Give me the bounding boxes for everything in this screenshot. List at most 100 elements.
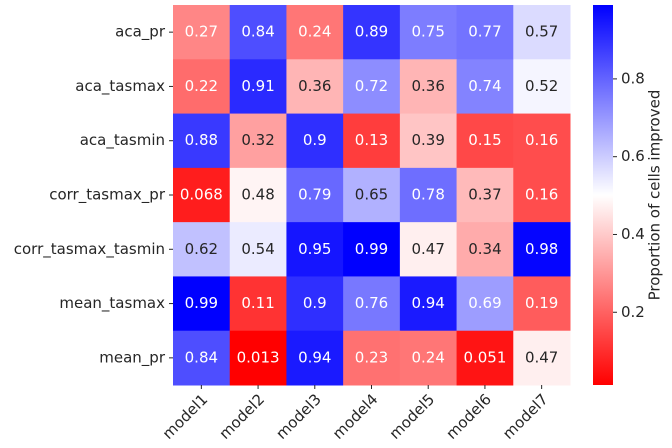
y-tick-label: mean_tasmax (59, 294, 165, 313)
heatmap-cell (343, 222, 401, 277)
cell-value-label: 0.19 (525, 294, 558, 312)
heatmap-cell (456, 276, 514, 332)
heatmap-cell (343, 59, 401, 115)
cell-value-label: 0.051 (463, 348, 506, 366)
heatmap-cell (513, 330, 571, 386)
heatmap-cell (229, 222, 287, 277)
cell-value-label: 0.39 (412, 131, 445, 149)
cell-value-label: 0.91 (241, 77, 274, 95)
cell-value-label: 0.65 (355, 186, 388, 204)
cell-value-label: 0.11 (241, 294, 274, 312)
heatmap-cell (456, 59, 514, 115)
heatmap-cell (513, 59, 571, 115)
cell-value-label: 0.84 (185, 348, 218, 366)
x-tick-label: model4 (329, 390, 382, 443)
heatmap-cell (286, 59, 344, 115)
heatmap-cell (513, 276, 571, 332)
cell-value-label: 0.94 (298, 348, 331, 366)
cell-value-label: 0.32 (241, 131, 274, 149)
heatmap-cell (456, 330, 514, 386)
y-tick-label: corr_tasmax_tasmin (14, 240, 165, 259)
y-tick-label: aca_pr (115, 23, 166, 42)
cell-value-label: 0.47 (525, 348, 558, 366)
heatmap-cell (343, 276, 401, 332)
cell-value-label: 0.15 (468, 131, 501, 149)
heatmap-cell (173, 276, 231, 332)
cell-value-label: 0.23 (355, 348, 388, 366)
colorbar-label: Proportion of cells improved (646, 90, 664, 301)
cell-value-label: 0.36 (298, 77, 331, 95)
cell-value-label: 0.89 (355, 23, 388, 41)
heatmap-cell (286, 167, 344, 223)
cell-value-label: 0.27 (185, 23, 218, 41)
heatmap-cell (173, 330, 231, 386)
cell-value-label: 0.77 (468, 23, 501, 41)
heatmap-cell (343, 330, 401, 386)
cell-value-label: 0.95 (298, 240, 331, 258)
cell-value-label: 0.068 (180, 186, 223, 204)
cell-value-label: 0.57 (525, 23, 558, 41)
colorbar (593, 5, 613, 385)
heatmap-cell (229, 167, 287, 223)
heatmap-cell (286, 330, 344, 386)
heatmap-cell (399, 59, 458, 115)
heatmap-cell (456, 113, 514, 169)
heatmap-cell (399, 330, 458, 386)
cell-value-label: 0.88 (185, 131, 218, 149)
cell-value-label: 0.69 (468, 294, 501, 312)
heatmap-cell (173, 167, 231, 223)
cell-value-label: 0.34 (468, 240, 501, 258)
cell-value-label: 0.013 (237, 348, 280, 366)
y-tick-label: mean_pr (99, 348, 166, 367)
heatmap-cell (399, 113, 458, 169)
cell-value-label: 0.9 (303, 294, 327, 312)
heatmap-cell (343, 113, 401, 169)
colorbar-tick-label: 0.2 (621, 303, 645, 321)
cell-value-label: 0.9 (303, 131, 327, 149)
cell-value-label: 0.47 (412, 240, 445, 258)
cell-value-label: 0.76 (355, 294, 388, 312)
colorbar-tick-label: 0.6 (621, 147, 645, 165)
x-tick-label: model6 (442, 390, 495, 443)
cell-value-label: 0.74 (468, 77, 501, 95)
cell-value-label: 0.75 (412, 23, 445, 41)
heatmap-cell (286, 222, 344, 277)
x-tick-label: model3 (272, 390, 325, 443)
colorbar-tick-label: 0.4 (621, 225, 645, 243)
heatmap-cell (173, 113, 231, 169)
cell-value-label: 0.16 (525, 186, 558, 204)
heatmap-cell (456, 222, 514, 277)
heatmap-cell (229, 5, 287, 60)
x-tick-label: model7 (499, 390, 552, 443)
heatmap-cell (399, 276, 458, 332)
cell-value-label: 0.24 (412, 348, 445, 366)
heatmap-cell (456, 5, 514, 60)
heatmap-cell (343, 167, 401, 223)
heatmap-cell (513, 113, 571, 169)
cell-value-label: 0.79 (298, 186, 331, 204)
heatmap-cell (229, 276, 287, 332)
cell-value-label: 0.94 (412, 294, 445, 312)
heatmap-cell (229, 330, 287, 386)
heatmap-cell (286, 276, 344, 332)
cell-value-label: 0.48 (241, 186, 274, 204)
cell-value-label: 0.13 (355, 131, 388, 149)
heatmap-cell (229, 59, 287, 115)
heatmap-cell (229, 113, 287, 169)
cell-value-label: 0.22 (185, 77, 218, 95)
heatmap-cell (286, 5, 344, 60)
heatmap-cell (399, 222, 458, 277)
cell-value-label: 0.24 (298, 23, 331, 41)
heatmap-cell (343, 5, 401, 60)
y-tick-label: corr_tasmax_pr (49, 186, 166, 205)
cell-value-label: 0.52 (525, 77, 558, 95)
heatmap-cell (513, 167, 571, 223)
cell-value-label: 0.62 (185, 240, 218, 258)
y-tick-label: aca_tasmax (75, 77, 165, 96)
heatmap-cell (173, 5, 231, 60)
cell-value-label: 0.98 (525, 240, 558, 258)
cell-value-label: 0.78 (412, 186, 445, 204)
cell-value-label: 0.84 (241, 23, 274, 41)
colorbar-tick-label: 0.8 (621, 69, 645, 87)
